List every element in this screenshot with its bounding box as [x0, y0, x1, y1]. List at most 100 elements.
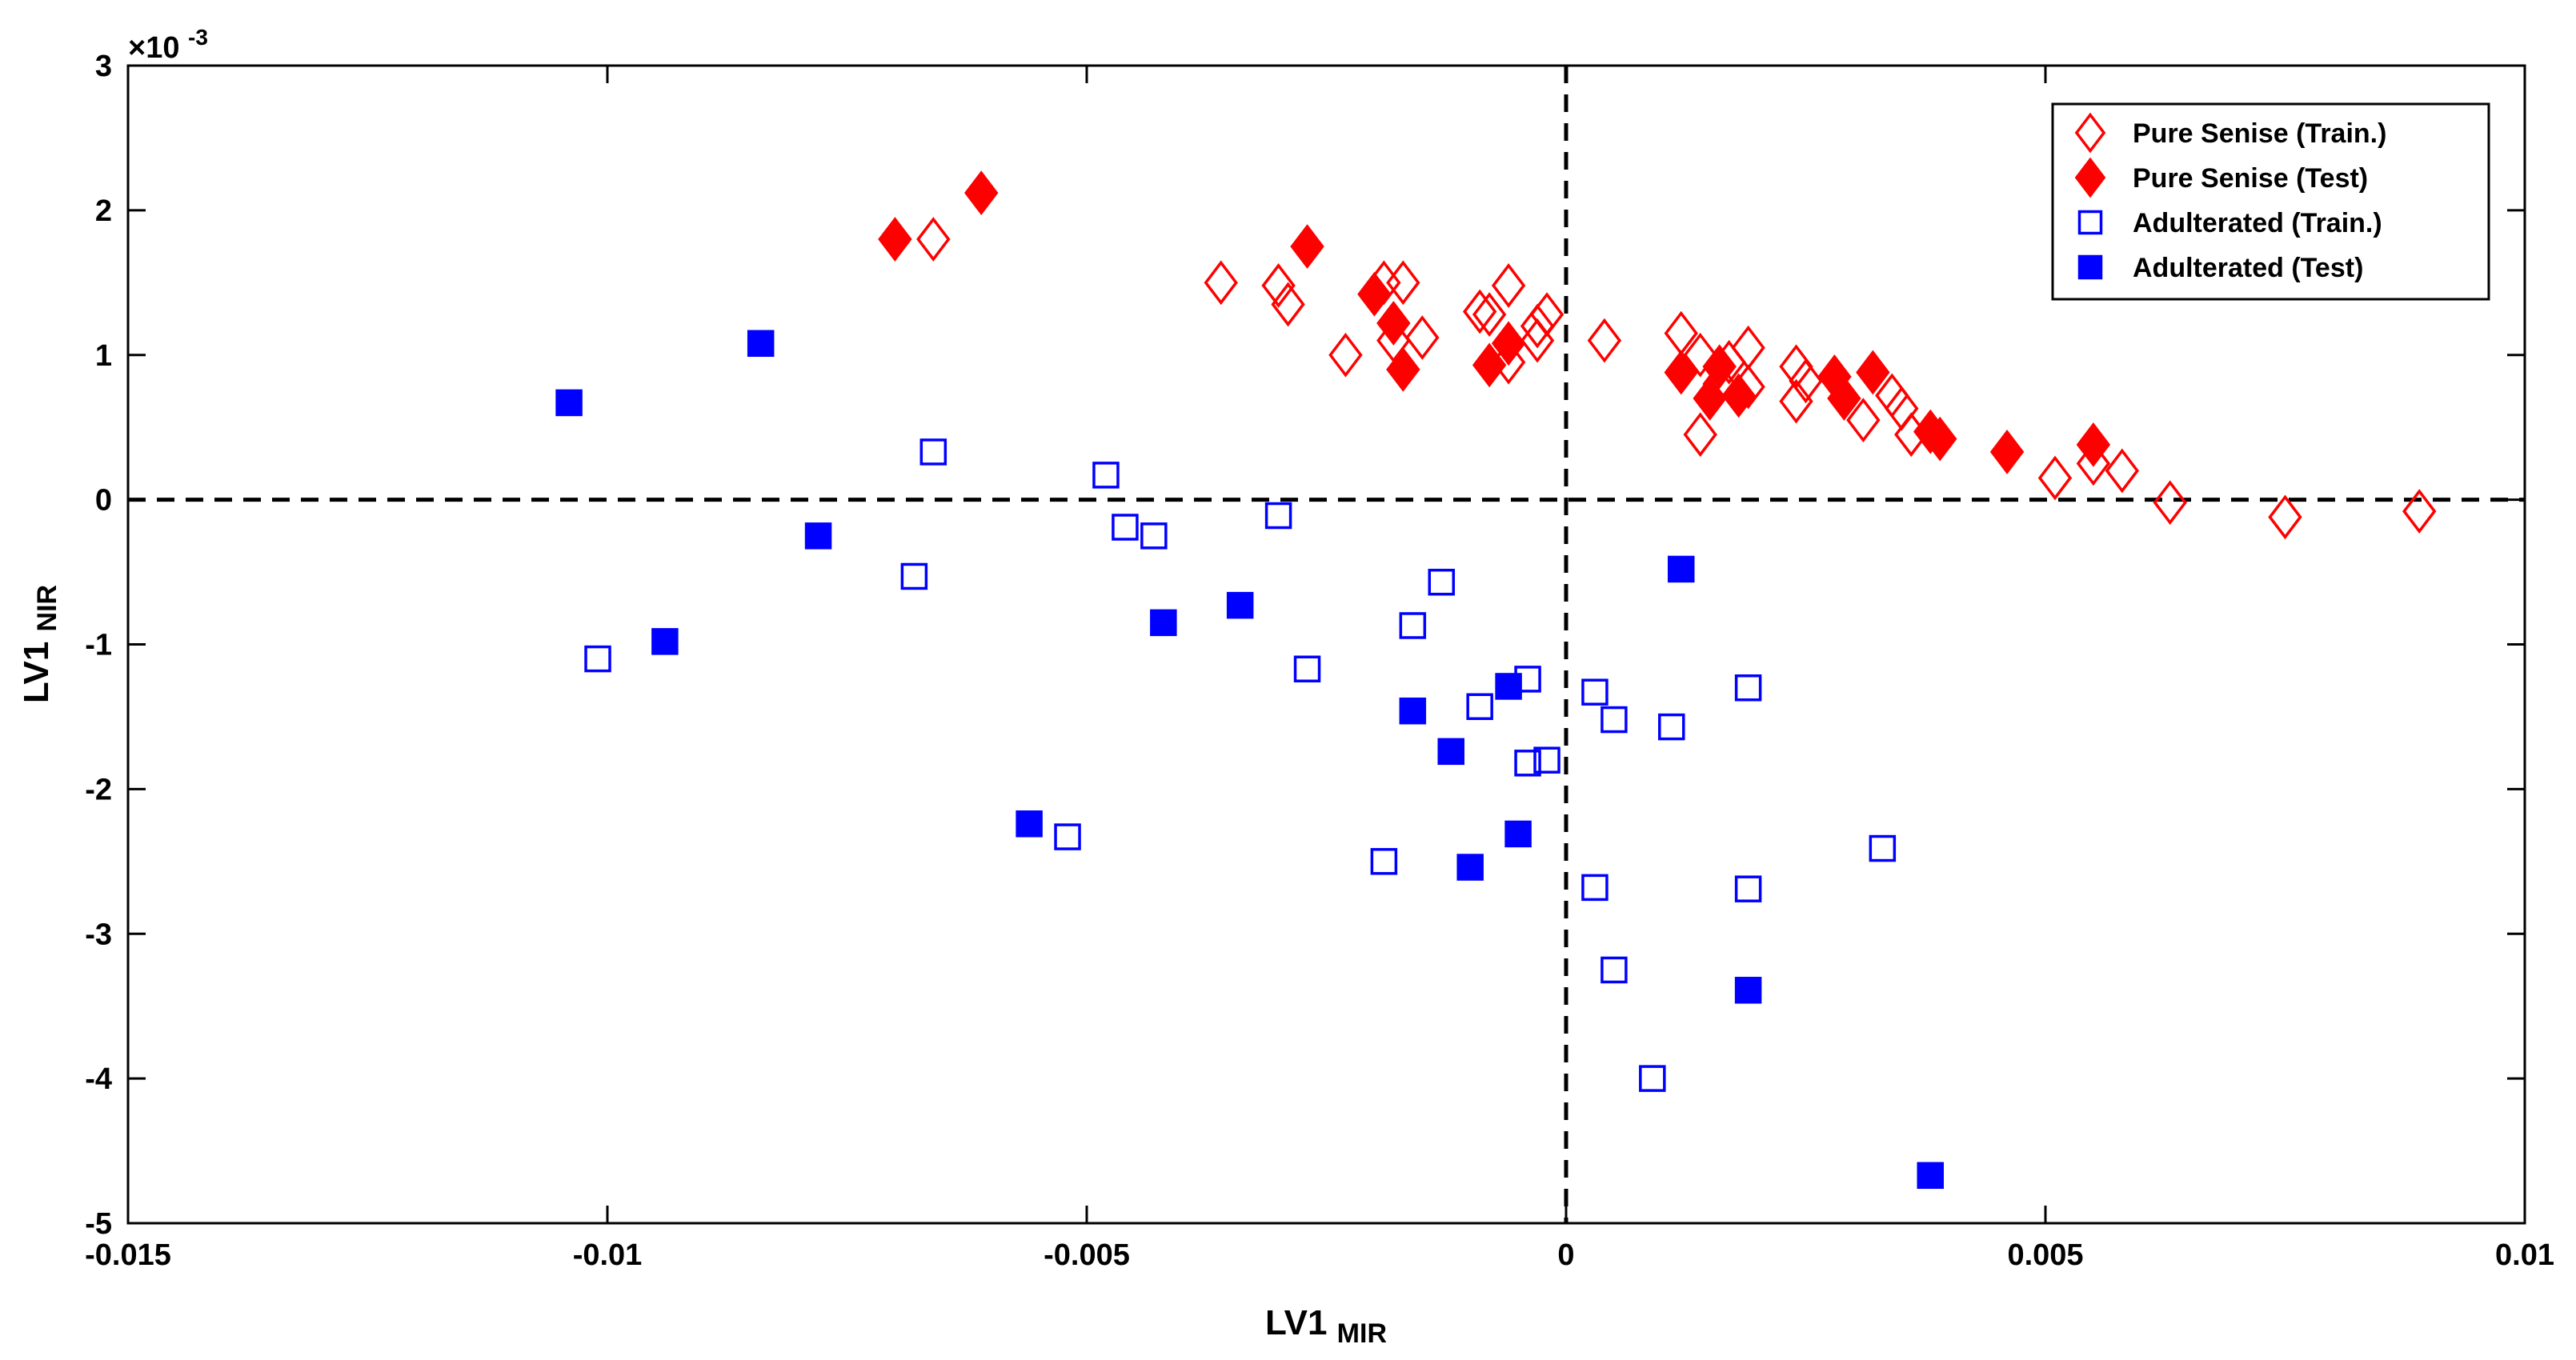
open-diamond-point: [2402, 489, 2437, 534]
x-axis-label: LV1 MIR: [1265, 1303, 1387, 1349]
open-diamond-point: [916, 217, 951, 262]
open-square-point: [1600, 706, 1628, 734]
open-diamond-point: [2105, 448, 2140, 494]
filled-diamond-point: [878, 217, 912, 262]
y-multiplier: ×10: [128, 31, 179, 65]
filled-square-point: [1668, 555, 1695, 583]
y-axis-label-sub: NIR: [32, 585, 62, 632]
filled-square-point: [1734, 977, 1762, 1004]
filled-diamond-point: [1923, 416, 1957, 462]
open-square-point: [1581, 874, 1608, 902]
filled-square-point: [1016, 810, 1043, 838]
open-square-point: [1428, 568, 1456, 596]
y-axis-exponent: ×10 -3: [128, 25, 208, 65]
y-tick-label: -1: [85, 629, 112, 662]
filled-diamond-point: [1702, 344, 1737, 390]
reference-lines: [128, 66, 2525, 1223]
filled-diamond-point: [1357, 271, 1392, 317]
open-diamond-point: [1261, 263, 1296, 308]
open-diamond-point: [1779, 378, 1813, 424]
open-diamond-point: [1462, 289, 1497, 334]
open-diamond-point: [2268, 494, 2302, 540]
open-diamond-point: [1271, 282, 1305, 327]
filled-diamond-point: [1386, 346, 1420, 392]
filled-diamond-point: [964, 170, 999, 216]
filled-square-point: [1504, 820, 1532, 848]
filled-diamond-point: [1491, 321, 1526, 366]
filled-diamond-point: [1376, 301, 1411, 346]
open-square-point: [1869, 834, 1897, 862]
filled-square-point: [1495, 673, 1522, 700]
open-diamond-point: [1491, 263, 1526, 308]
open-square-point: [1734, 674, 1762, 702]
open-diamond-point: [1204, 260, 1238, 306]
open-square-point: [1140, 522, 1168, 550]
open-diamond-point: [1587, 318, 1622, 363]
open-square-point: [1514, 750, 1541, 777]
open-diamond-point: [1328, 332, 1363, 378]
x-tick-label: -0.01: [573, 1238, 643, 1272]
y-tick-label: -3: [85, 918, 112, 951]
y-axis-label-main: LV1: [17, 642, 56, 703]
open-square-point: [1533, 746, 1560, 774]
filled-square-point: [747, 330, 775, 358]
y-tick-label: -2: [85, 773, 112, 806]
open-diamond-point: [1472, 292, 1507, 337]
open-square-point: [900, 562, 928, 590]
series-pure-senise-test: [878, 170, 2111, 474]
filled-diamond-point: [1856, 350, 1890, 395]
open-square-point: [1399, 612, 1427, 639]
open-diamond-point: [2153, 480, 2187, 526]
open-diamond-point: [1520, 303, 1555, 349]
filled-diamond-point: [1721, 373, 1756, 418]
axis-tick-labels: -0.015 -0.01 -0.005 0 0.005 0.01 -5 -4 -3 -2 -1 0 1 2…: [85, 50, 2554, 1272]
open-diamond-point: [1789, 358, 1823, 404]
filled-diamond-point: [1693, 376, 1727, 421]
x-tick-label: -0.005: [1044, 1238, 1130, 1272]
x-tick-label: 0: [1557, 1238, 1574, 1272]
open-square-point: [1370, 848, 1398, 875]
legend-label: Pure Senise (Test): [2133, 163, 2368, 194]
filled-square-point: [1437, 738, 1464, 766]
legend: Pure Senise (Train.) Pure Senise (Test) Ad…: [2051, 102, 2490, 301]
open-square-point: [1581, 678, 1608, 706]
y-tick-label: 2: [95, 194, 112, 228]
filled-diamond-point: [2076, 422, 2111, 467]
open-diamond-point: [2076, 441, 2111, 486]
filled-square-point: [1456, 854, 1484, 881]
data-points: [555, 170, 2437, 1190]
open-square-point: [1054, 823, 1081, 850]
open-square-point: [1658, 713, 1685, 741]
legend-marker: [2077, 210, 2103, 235]
x-axis-label-main: LV1: [1265, 1303, 1327, 1342]
open-square-point: [1734, 875, 1762, 902]
filled-square-point: [1226, 591, 1254, 619]
open-diamond-point: [1683, 332, 1717, 378]
y-tick-label: 3: [95, 50, 112, 83]
filled-diamond-point: [1290, 224, 1324, 269]
legend-box: [2051, 102, 2490, 301]
open-diamond-point: [1386, 260, 1420, 306]
filled-square-point: [651, 628, 679, 655]
filled-square-point: [804, 522, 832, 550]
open-square-point: [1466, 693, 1493, 721]
x-tick-label: 0.005: [2007, 1238, 2083, 1272]
legend-label: Adulterated (Test): [2133, 253, 2363, 283]
open-diamond-point: [1405, 315, 1440, 360]
filled-square-point: [1399, 697, 1427, 725]
open-square-point: [1639, 1065, 1666, 1092]
y-tick-label: -4: [85, 1062, 112, 1096]
open-square-point: [1092, 462, 1120, 489]
x-tick-label: -0.015: [85, 1238, 171, 1272]
legend-label: Pure Senise (Train.): [2133, 118, 2386, 149]
open-diamond-point: [2037, 455, 2073, 501]
legend-marker: [2074, 157, 2106, 198]
filled-diamond-point: [1989, 430, 2025, 474]
open-square-point: [1600, 956, 1628, 984]
legend-marker: [2077, 254, 2103, 280]
open-diamond-point: [1529, 292, 1564, 337]
legend-marker: [2074, 112, 2106, 154]
y-tick-label: 1: [95, 339, 112, 373]
y-axis-label: LV1 NIR: [17, 585, 62, 703]
